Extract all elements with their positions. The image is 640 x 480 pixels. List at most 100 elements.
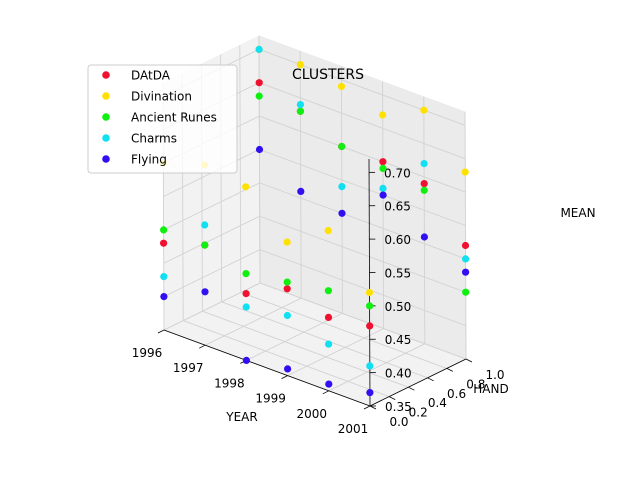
point-series-1 [296, 61, 304, 69]
point-series-4 [338, 209, 346, 217]
point-series-1 [337, 82, 346, 90]
point-series-4 [325, 380, 333, 388]
x-grid-line-floor [205, 297, 302, 346]
point-series-3 [338, 183, 346, 191]
x-tick-label: 1996 [132, 346, 163, 360]
point-series-3 [283, 311, 291, 320]
point-series-3 [296, 101, 304, 109]
x-grid-line-floor [328, 343, 425, 392]
x-tick-mark [281, 375, 288, 379]
point-series-3 [201, 221, 209, 229]
point-series-4 [160, 293, 168, 301]
y-tick-mark [446, 368, 453, 372]
z-tick-label: 0.60 [384, 233, 411, 247]
legend-label: Charms [131, 132, 177, 146]
point-series-0 [420, 180, 428, 188]
z-grid-line-back [259, 82, 466, 160]
x-axis-label: YEAR [225, 410, 257, 424]
legend-label: Ancient Runes [131, 111, 217, 125]
z-tick-label: 0.70 [384, 166, 411, 180]
point-series-2 [255, 92, 263, 100]
point-series-1 [365, 288, 374, 297]
y-tick-mark [389, 396, 396, 400]
y-tick-mark [465, 358, 473, 363]
point-series-0 [324, 313, 333, 321]
x-grid-line-floor [287, 328, 384, 377]
point-series-0 [379, 158, 387, 166]
z-tick-label: 0.45 [385, 333, 412, 347]
y-tick-mark [408, 386, 415, 391]
point-series-1 [420, 106, 428, 114]
z-grid-line-back [259, 149, 466, 226]
point-series-2 [338, 142, 346, 151]
point-series-0 [461, 241, 470, 250]
point-series-2 [160, 226, 168, 234]
x-grid-line-back [464, 111, 467, 360]
point-series-0 [283, 285, 291, 293]
legend-label: Divination [131, 90, 192, 104]
y-grid-line-floor [202, 310, 409, 388]
y-tick-label: 0.6 [447, 387, 466, 401]
point-series-4 [297, 187, 305, 195]
y-tick-label: 0.8 [466, 377, 485, 391]
point-series-2 [420, 186, 428, 194]
grid-lines [162, 35, 467, 407]
x-axis-line [163, 329, 371, 407]
chart-title: CLUSTERS [292, 67, 364, 83]
x-tick-mark [157, 329, 165, 334]
point-series-0 [242, 290, 250, 298]
point-series-2 [379, 164, 387, 172]
x-tick-mark [199, 344, 206, 349]
legend-marker [102, 155, 110, 163]
x-tick-label: 1997 [173, 361, 204, 375]
legend-frame [87, 64, 238, 174]
y-tick-mark [369, 405, 377, 410]
z-tick-label: 0.50 [385, 300, 412, 314]
x-tick-label: 2001 [338, 422, 369, 436]
y-axis-label: HAND [473, 382, 508, 396]
point-series-1 [379, 111, 387, 119]
z-grid-line-back [259, 282, 467, 360]
point-series-1 [461, 168, 469, 176]
legend-marker [102, 71, 110, 79]
z-grid-line-back [259, 249, 467, 327]
point-series-3 [242, 303, 250, 311]
x-grid-line-back [382, 81, 385, 329]
z-grid-line-left [163, 182, 260, 231]
point-series-4 [379, 191, 387, 199]
z-tick-label: 0.65 [384, 200, 411, 214]
z-grid-line-back [259, 182, 466, 260]
point-series-4 [366, 389, 374, 397]
z-grid-line-back [259, 115, 466, 193]
point-series-1 [242, 183, 250, 191]
x-tick-label: 1998 [214, 376, 245, 390]
point-series-4 [255, 145, 264, 154]
point-series-1 [324, 227, 332, 235]
y-tick-label: 0.4 [428, 396, 447, 410]
point-series-3 [379, 184, 387, 192]
y-tick-label: 1.0 [485, 368, 504, 382]
point-series-3 [160, 273, 168, 281]
point-series-4 [284, 365, 292, 373]
y-grid-line-floor [240, 291, 447, 369]
z-grid-line-back [259, 215, 466, 293]
point-series-0 [366, 322, 374, 330]
legend-label: DAtDA [131, 69, 171, 83]
z-grid-line-back [258, 48, 466, 126]
x-tick-mark [322, 390, 329, 395]
z-grid-line-left [163, 249, 261, 298]
point-series-4 [201, 288, 209, 296]
y-grid-line-left [258, 35, 261, 284]
point-series-2 [283, 278, 291, 286]
x-tick-label: 1999 [255, 392, 286, 406]
point-series-2 [296, 107, 304, 115]
point-series-1 [283, 238, 291, 246]
point-series-0 [255, 79, 263, 87]
tick-labels: 1996 1997 1998 1999 2000 2001 0.00.20.40.60.81… [132, 166, 505, 436]
y-tick-label: 0.0 [389, 415, 408, 429]
x-tick-label: 2000 [297, 407, 328, 421]
legend-marker [102, 134, 110, 142]
x-grid-line-back [423, 96, 426, 344]
legend-marker [102, 113, 110, 121]
